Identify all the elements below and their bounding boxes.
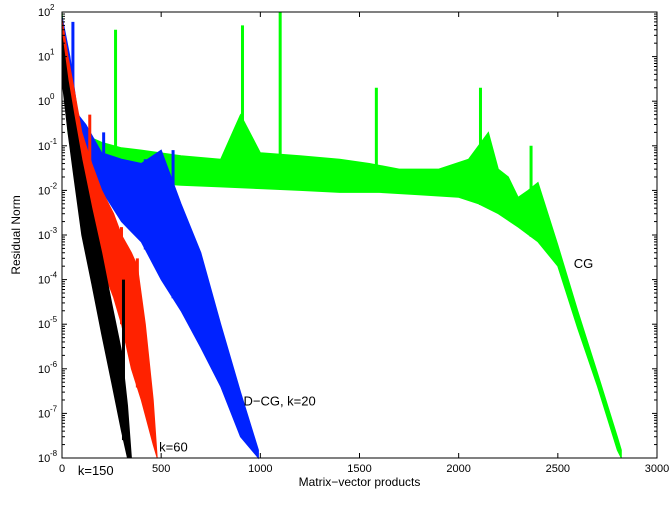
series-band-1	[61, 16, 259, 460]
series-layer	[61, 11, 622, 460]
series-annotation: k=60	[159, 439, 188, 454]
y-tick-exponent: -1	[50, 137, 58, 146]
y-tick-label: 10	[38, 408, 50, 420]
y-tick-label: 10	[38, 7, 50, 19]
y-tick-label: 10	[38, 141, 50, 153]
y-tick-exponent: -8	[50, 449, 58, 458]
y-tick-exponent: -6	[50, 360, 58, 369]
y-axis-label: Residual Norm	[9, 195, 23, 274]
series-annotation: CG	[574, 256, 594, 271]
y-tick-label: 10	[38, 230, 50, 242]
y-tick-exponent: -3	[50, 226, 58, 235]
y-tick-exponent: 2	[50, 3, 55, 12]
x-tick-label: 2000	[446, 463, 470, 475]
y-tick-label: 10	[38, 52, 50, 64]
series-annotation: k=150	[78, 463, 114, 478]
y-tick-label: 10	[38, 453, 50, 465]
series-annotation: D−CG, k=20	[243, 394, 315, 409]
y-tick-label: 10	[38, 96, 50, 108]
y-tick-exponent: -5	[50, 315, 58, 324]
y-tick-exponent: -7	[50, 404, 58, 413]
y-tick-exponent: -4	[50, 271, 58, 280]
x-tick-label: 1500	[347, 463, 371, 475]
y-tick-label: 10	[38, 275, 50, 287]
x-tick-label: 3000	[645, 463, 669, 475]
x-axis-label: Matrix−vector products	[299, 475, 421, 489]
y-tick-exponent: -2	[50, 181, 58, 190]
series-0	[61, 11, 622, 459]
x-tick-label: 2500	[546, 463, 570, 475]
y-tick-exponent: 0	[50, 92, 55, 101]
y-tick-label: 10	[38, 185, 50, 197]
y-tick-label: 10	[38, 364, 50, 376]
series-band-0	[61, 11, 622, 459]
y-tick-label: 10	[38, 319, 50, 331]
annotation-layer: CG D−CG, k=20 k=60 k=150	[78, 256, 593, 478]
x-tick-label: 1000	[248, 463, 272, 475]
x-tick-label: 500	[152, 463, 170, 475]
x-tick-label: 0	[59, 463, 65, 475]
y-tick-exponent: 1	[50, 48, 55, 57]
series-1	[61, 16, 259, 460]
